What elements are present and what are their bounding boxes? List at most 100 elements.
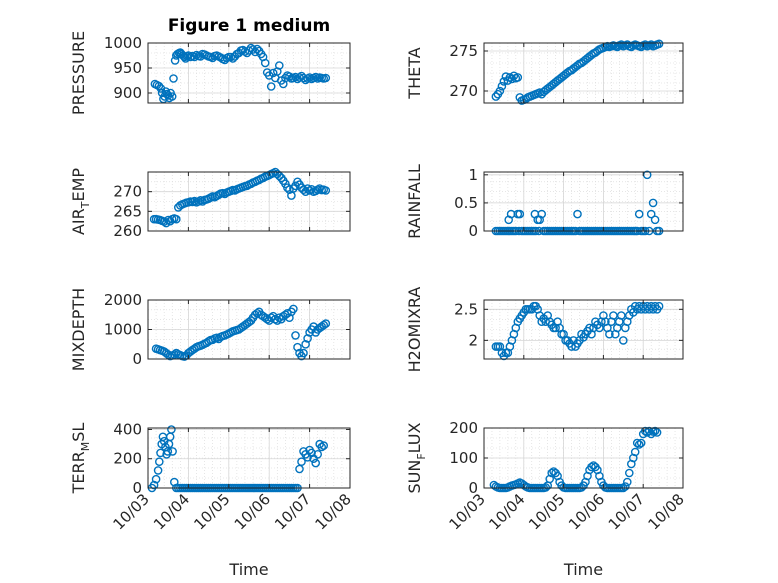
y-axis-label: RAINFALL [405, 164, 424, 239]
y-tick-label: 0 [468, 222, 478, 240]
data-point [291, 331, 300, 340]
data-point [319, 441, 329, 450]
data-point [317, 442, 327, 452]
data-point [311, 72, 321, 82]
y-tick-label: 275 [449, 42, 478, 60]
y-tick-label: 0 [132, 350, 142, 368]
x-tick-label: 10/08 [645, 490, 688, 533]
subplot-rainfall: 0 0.5 1 RAINFALL [405, 164, 684, 240]
y-tick-label: 2000 [104, 291, 142, 309]
subplot-mixdepth: 0 1000 2000 MIXDEPTH [69, 288, 351, 371]
data-point [169, 350, 179, 359]
data-point [617, 311, 626, 320]
y-axis-label: THETA [405, 47, 424, 99]
data-point [169, 477, 179, 487]
data-point [153, 466, 163, 475]
data-point [291, 181, 300, 191]
data-point [634, 209, 644, 219]
axes-box [483, 299, 684, 360]
y-tick-label: 900 [113, 84, 142, 102]
data-point [632, 438, 642, 448]
data-point [154, 81, 164, 91]
y-tick-label: 100 [449, 449, 478, 467]
y-tick-label: 270 [113, 183, 142, 201]
data-point [169, 74, 178, 83]
axes-box [147, 427, 351, 489]
data-point [311, 458, 321, 468]
x-tick-label: 10/07 [271, 490, 314, 533]
y-tick-label: 1000 [104, 321, 142, 339]
y-tick-label: 1000 [104, 34, 142, 52]
y-tick-label: 260 [113, 222, 142, 240]
chart-title: Figure 1 medium [168, 16, 330, 36]
y-tick-label: 400 [113, 420, 142, 438]
data-point [244, 46, 254, 55]
data-point [619, 336, 628, 345]
data-point [648, 198, 658, 208]
y-tick-label: 1 [468, 166, 478, 184]
y-axis-label: AIRTEMP [69, 168, 92, 235]
data-point [270, 314, 280, 324]
data-point [319, 320, 329, 330]
axes-box [483, 42, 684, 104]
data-point [151, 474, 161, 484]
data-point [617, 40, 626, 49]
data-point [167, 425, 176, 434]
y-tick-label: 2 [468, 331, 478, 349]
x-tick-label: 10/05 [190, 490, 233, 533]
data-point [541, 483, 551, 492]
data-point [537, 209, 547, 219]
data-point [196, 52, 205, 61]
y-axis-label: PRESSURE [69, 31, 88, 115]
data-point [274, 61, 284, 70]
x-tick-label: 10/04 [150, 490, 193, 533]
y-axis-label: H2OMIXRA [405, 287, 424, 373]
x-tick-label: 10/04 [485, 490, 528, 533]
data-point [313, 449, 323, 459]
data-point [495, 86, 505, 96]
subplot-pressure: 900 950 1000 PRESSURE Figure 1 medium [69, 16, 351, 115]
data-point [248, 45, 258, 54]
axes-box [147, 42, 351, 104]
data-point [297, 457, 306, 467]
data-point [305, 73, 314, 82]
x-tick-label: 10/07 [605, 490, 648, 533]
data-point [268, 68, 278, 78]
data-point [293, 342, 302, 352]
data-point [646, 209, 656, 219]
data-point [307, 448, 316, 458]
y-tick-label: 0 [132, 479, 142, 497]
data-point [321, 73, 331, 83]
data-point [321, 319, 331, 328]
data-point [307, 184, 316, 194]
data-point [291, 72, 300, 82]
data-point [171, 214, 181, 224]
data-point [167, 92, 177, 101]
y-tick-label: 0 [468, 479, 478, 497]
data-point [513, 73, 523, 82]
data-point [299, 73, 308, 83]
data-point [654, 39, 664, 49]
data-point [491, 92, 501, 101]
data-point [497, 81, 507, 91]
data-point [301, 339, 310, 349]
x-tick-label: 10/06 [231, 490, 274, 533]
y-tick-label: 0.5 [454, 194, 478, 212]
y-axis-label: MIXDEPTH [69, 288, 88, 371]
data-point [283, 183, 292, 192]
data-point [654, 301, 664, 311]
x-tick-label: 10/08 [312, 490, 355, 533]
data-point [535, 215, 545, 225]
data-point [577, 483, 586, 492]
data-point [190, 52, 199, 62]
subplot-theta: 270 275 THETA [405, 39, 684, 105]
data-point [285, 72, 294, 81]
data-point [299, 185, 308, 194]
data-point [260, 58, 270, 68]
y-axis-label: TERRMSL [69, 423, 92, 495]
data-point [636, 438, 646, 448]
x-axis-label: Time [228, 560, 268, 579]
